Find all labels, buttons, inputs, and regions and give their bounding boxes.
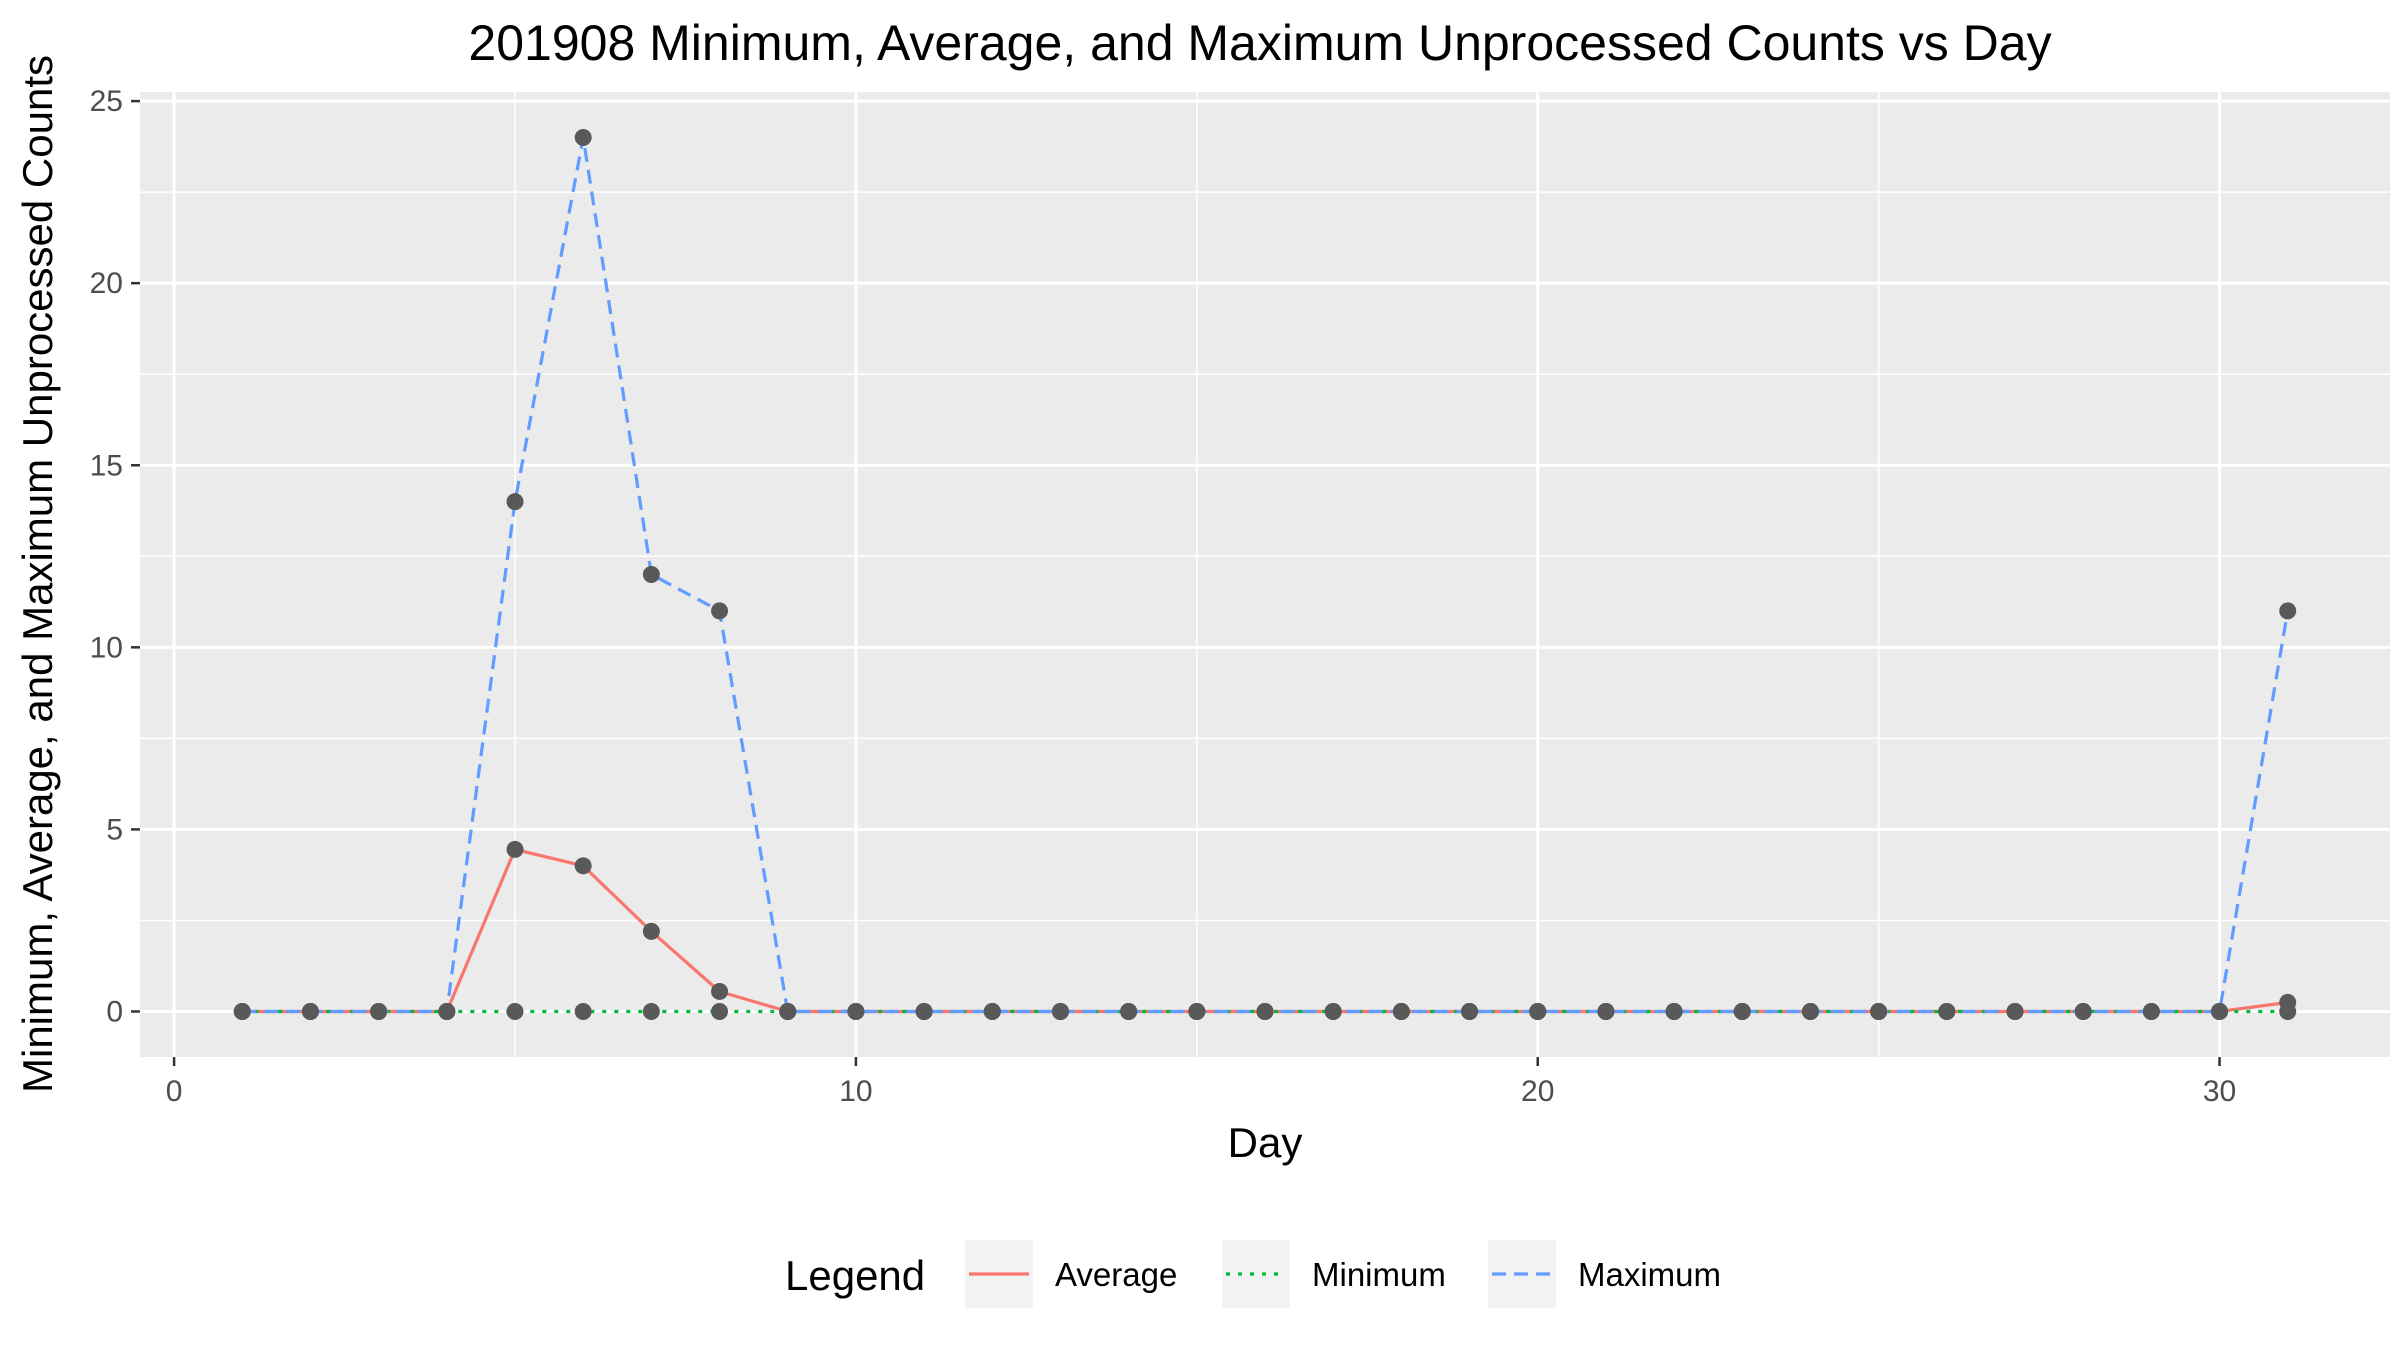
legend-key-minimum (1222, 1240, 1290, 1308)
data-point-maximum (2142, 1002, 2160, 1020)
x-tick-label: 30 (2203, 1075, 2236, 1108)
data-point-maximum (915, 1002, 933, 1020)
data-point-maximum (301, 1002, 319, 1020)
y-tick-label: 25 (90, 85, 123, 118)
y-tick-label: 15 (90, 449, 123, 482)
data-point-maximum (1938, 1002, 1956, 1020)
data-point-maximum (2211, 1002, 2229, 1020)
data-point-maximum (1051, 1002, 1069, 1020)
data-point-maximum (1870, 1002, 1888, 1020)
y-axis-title: Minimum, Average, and Maximum Unprocesse… (14, 55, 61, 1093)
data-point-maximum (1665, 1002, 1683, 1020)
data-point-maximum (1120, 1002, 1138, 1020)
y-tick-label: 20 (90, 267, 123, 300)
legend: Legend Average Minimum Maximum (785, 1240, 1721, 1308)
data-point-maximum (370, 1002, 388, 1020)
data-point-maximum (1733, 1002, 1751, 1020)
x-tick-label: 0 (166, 1075, 183, 1108)
data-point-maximum (847, 1002, 865, 1020)
y-tick-label: 10 (90, 631, 123, 664)
data-point-maximum (2074, 1002, 2092, 1020)
plot-panel (140, 92, 2390, 1057)
data-point-average (574, 857, 592, 875)
y-tick-label: 0 (106, 995, 123, 1028)
data-point-maximum (1461, 1002, 1479, 1020)
data-point-average (642, 922, 660, 940)
x-axis-title: Day (1228, 1119, 1303, 1166)
x-tick-label: 10 (839, 1075, 872, 1108)
data-point-maximum (1256, 1002, 1274, 1020)
data-point-minimum (574, 1002, 592, 1020)
data-point-maximum (506, 493, 524, 511)
legend-title: Legend (785, 1252, 925, 1299)
legend-label-minimum: Minimum (1312, 1256, 1446, 1293)
data-point-maximum (711, 602, 729, 620)
data-point-maximum (2279, 602, 2297, 620)
data-point-average (506, 840, 524, 858)
data-point-minimum (2279, 1002, 2297, 1020)
data-point-maximum (438, 1002, 456, 1020)
data-point-maximum (1188, 1002, 1206, 1020)
data-point-maximum (1529, 1002, 1547, 1020)
y-axis-ticks: 0 5 10 15 20 25 (90, 85, 140, 1028)
legend-label-maximum: Maximum (1578, 1256, 1721, 1293)
data-point-maximum (779, 1002, 797, 1020)
data-point-maximum (1801, 1002, 1819, 1020)
legend-label-average: Average (1055, 1256, 1177, 1293)
data-point-maximum (574, 129, 592, 147)
y-tick-label: 5 (106, 813, 123, 846)
x-axis-ticks: 0 10 20 30 (166, 1057, 2236, 1108)
data-point-average (711, 982, 729, 1000)
data-point-maximum (1324, 1002, 1342, 1020)
data-point-minimum (642, 1002, 660, 1020)
data-point-maximum (1597, 1002, 1615, 1020)
x-tick-label: 20 (1521, 1075, 1554, 1108)
legend-items: Average Minimum Maximum (965, 1240, 1721, 1308)
data-point-maximum (2006, 1002, 2024, 1020)
data-points (233, 129, 2297, 1020)
data-point-minimum (506, 1002, 524, 1020)
data-point-maximum (642, 566, 660, 583)
data-point-minimum (711, 1002, 729, 1020)
data-point-maximum (1392, 1002, 1410, 1020)
data-point-maximum (983, 1002, 1001, 1020)
data-point-maximum (233, 1002, 251, 1020)
minor-gridlines (140, 92, 2390, 1057)
chart-title: 201908 Minimum, Average, and Maximum Unp… (468, 15, 2051, 71)
